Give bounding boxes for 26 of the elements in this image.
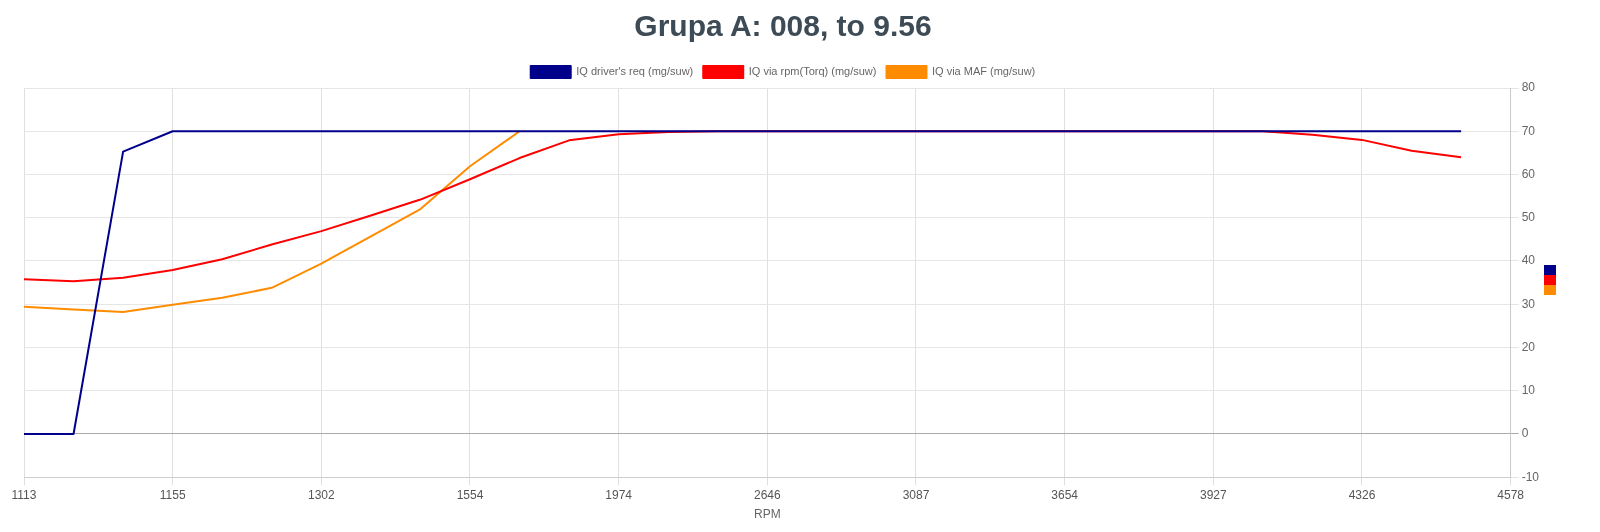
y-tick-label: 50 — [1521, 210, 1536, 225]
x-tick-label: 3087 — [902, 487, 930, 502]
x-tick-label: 1974 — [605, 487, 633, 502]
x-tick-label: 2646 — [753, 487, 781, 502]
x-axis-title: RPM — [753, 507, 781, 522]
x-tick-label: 3654 — [1051, 487, 1079, 502]
x-tick-label: 1302 — [307, 487, 335, 502]
x-tick-label: 1113 — [11, 487, 37, 502]
x-tick-label: 1554 — [456, 487, 484, 502]
legend-label: IQ via MAF (mg/suw) — [931, 65, 1036, 78]
y-tick-label: -10 — [1521, 469, 1540, 484]
y-tick-label: 20 — [1521, 339, 1536, 354]
y-tick-label: 70 — [1521, 123, 1536, 138]
y-tick-label: 0 — [1521, 426, 1529, 441]
x-tick-label: 4578 — [1497, 487, 1525, 502]
legend-label: IQ via rpm(Torq) (mg/suw) — [748, 65, 877, 78]
legend-label: IQ driver's req (mg/suw) — [576, 65, 694, 78]
y-tick-label: 10 — [1521, 383, 1536, 398]
y-tick-label: 80 — [1521, 80, 1536, 95]
x-tick-label: 4326 — [1348, 487, 1376, 502]
y-tick-label: 60 — [1521, 166, 1536, 181]
x-tick-label: 1155 — [159, 487, 186, 502]
y-tick-label: 30 — [1521, 296, 1536, 311]
chart-title: Grupa A: 008, to 9.56 — [634, 9, 932, 43]
x-tick-label: 3927 — [1199, 487, 1227, 502]
y-tick-label: 40 — [1521, 253, 1536, 268]
